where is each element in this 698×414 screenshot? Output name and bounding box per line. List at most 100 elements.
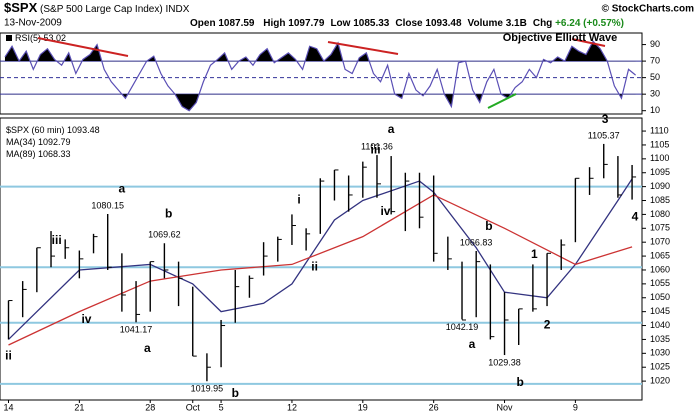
symbol: $SPX [4, 0, 38, 15]
legend-part: MA(89) [6, 149, 36, 159]
wave-label: iv [81, 312, 91, 326]
price-label: 1042.19 [446, 322, 479, 332]
header-title: $SPX (S&P 500 Large Cap Index) INDX [4, 0, 190, 15]
legend-part: 1068.33 [38, 149, 71, 159]
x-tick-label: 14 [3, 402, 13, 412]
price-label: 1069.62 [148, 230, 181, 240]
stat-value: 1093.48 [425, 18, 462, 29]
moving-average [8, 194, 633, 346]
y-tick-label: 1075 [650, 223, 670, 233]
wave-label: a [119, 182, 126, 196]
stat-label: Low [330, 18, 350, 29]
wave-label: i [297, 193, 300, 207]
legend-label: RSI(5) [15, 33, 41, 43]
price-label: 1105.37 [588, 130, 620, 140]
y-tick-label: 1085 [650, 195, 670, 205]
y-tick-label: 1110 [650, 125, 669, 135]
wave-label: 4 [632, 209, 639, 223]
wave-label: iii [371, 143, 381, 157]
wave-label: b [516, 375, 523, 389]
legend: $SPX (60 min) 1093.48 [6, 125, 100, 135]
overbought-fill [4, 41, 636, 62]
legend-part: $SPX (60 min) [6, 125, 65, 135]
trend-line [487, 93, 517, 109]
x-tick-label: 9 [573, 402, 578, 412]
wave-label: ii [311, 259, 318, 273]
legend-value: 53.02 [44, 33, 67, 43]
y-tick-label: 30 [650, 89, 660, 99]
stat-value: 1097.79 [288, 18, 325, 29]
price-label: 1101.36 [361, 141, 393, 151]
x-tick-label: 21 [74, 402, 84, 412]
wave-label: 3 [602, 112, 609, 126]
y-tick-label: 1070 [650, 237, 670, 247]
price-label: 1029.38 [488, 357, 521, 367]
y-tick-label: 1045 [650, 306, 670, 316]
y-tick-label: 1055 [650, 278, 670, 288]
y-tick-label: 90 [650, 39, 660, 49]
wave-label: a [144, 341, 151, 355]
y-tick-label: 1050 [650, 292, 670, 302]
stat-value: 1087.59 [218, 18, 255, 29]
stat-label: High [263, 18, 285, 29]
trend-line [37, 37, 129, 57]
y-tick-label: 1035 [650, 334, 670, 344]
wave-label: b [232, 386, 239, 400]
wave-label: b [485, 219, 492, 233]
price-label: 1019.95 [191, 384, 224, 394]
price-label: 1080.15 [91, 200, 124, 210]
copyright: © StockCharts.com [602, 4, 695, 15]
date: 13-Nov-2009 [4, 18, 62, 29]
legend: RSI(5) 53.02 [15, 33, 66, 43]
wave-label: b [165, 207, 172, 221]
source: Objective Elliott Wave [503, 32, 618, 44]
wave-label: 2 [544, 318, 551, 332]
y-tick-label: 10 [650, 105, 660, 115]
legend-part: MA(34) [6, 137, 36, 147]
wave-label: iv [380, 204, 390, 218]
stat-value: +6.24 (+0.57%) [555, 18, 624, 29]
stat-label: Volume [468, 18, 504, 29]
stat-value: 1085.33 [353, 18, 390, 29]
y-tick-label: 1105 [650, 139, 669, 149]
legend-part: 1092.79 [38, 137, 71, 147]
trend-line [327, 41, 399, 55]
stat-label: Chg [533, 18, 552, 29]
stat-label: Close [395, 18, 423, 29]
wave-label: ii [5, 348, 12, 362]
legend-part: 1093.48 [67, 125, 100, 135]
legend-swatch [6, 35, 12, 41]
y-tick-label: 1040 [650, 320, 670, 330]
x-tick-label: 19 [358, 402, 368, 412]
x-tick-label: Oct [186, 402, 201, 412]
x-tick-label: 5 [219, 402, 224, 412]
trend-line [571, 38, 606, 47]
rsi-line [4, 40, 637, 112]
y-tick-label: 50 [650, 72, 660, 82]
price-label: 1041.17 [120, 325, 153, 335]
wave-label: a [388, 122, 395, 136]
panel-frame [0, 117, 643, 401]
x-tick-label: 28 [145, 402, 155, 412]
price-label: 1066.83 [460, 237, 493, 247]
y-tick-label: 1060 [650, 264, 670, 274]
wave-label: 1 [531, 247, 538, 261]
x-tick-label: 12 [287, 402, 297, 412]
stat-value: 3.1B [506, 18, 527, 29]
y-tick-label: 1020 [650, 375, 670, 385]
index-name: (S&P 500 Large Cap Index) INDX [40, 4, 190, 15]
y-tick-label: 1065 [650, 250, 670, 260]
legend: MA(34) 1092.79 [6, 137, 71, 147]
y-tick-label: 70 [650, 55, 660, 65]
x-tick-label: 26 [429, 402, 439, 412]
y-tick-label: 1095 [650, 167, 670, 177]
wave-label: a [469, 337, 476, 351]
stat-label: Open [190, 18, 216, 29]
x-tick-label: Nov [497, 402, 514, 412]
y-tick-label: 1100 [650, 153, 669, 163]
legend: MA(89) 1068.33 [6, 149, 71, 159]
y-tick-label: 1025 [650, 362, 670, 372]
